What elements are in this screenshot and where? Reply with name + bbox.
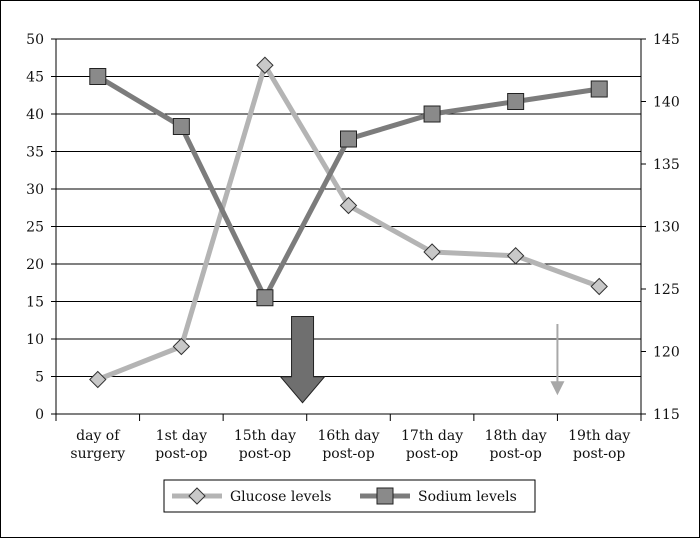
y-left-tick-label: 45 (26, 70, 44, 86)
sodium-point (257, 290, 273, 306)
x-category-label-line: 19th day (568, 428, 630, 444)
x-category-label: 17th day post-op (401, 428, 463, 462)
y-right-tick-label: 125 (653, 282, 680, 298)
sodium-point (341, 131, 357, 147)
y-left-tick-label: 20 (26, 257, 44, 273)
annotation-layer (281, 317, 565, 403)
sodium-point (591, 81, 607, 97)
sodium-point (90, 69, 106, 85)
x-category-label-line: post-op (322, 446, 374, 462)
x-category-label-line: post-op (573, 446, 625, 462)
y-left-tick-label: 35 (26, 145, 44, 161)
y-right-tick-label: 135 (653, 157, 680, 173)
glucose-line (98, 65, 599, 379)
x-category-label-line: 17th day (401, 428, 463, 444)
x-category-label-line: post-op (406, 446, 458, 462)
y-right-tick-label: 145 (653, 32, 680, 48)
y-left-tick-label: 25 (26, 220, 44, 236)
y-right-tick-label: 140 (653, 95, 680, 111)
y-left-tick-label: 5 (35, 370, 44, 386)
y-left-tick-label: 15 (26, 295, 44, 311)
y-left-tick-label: 10 (26, 332, 44, 348)
x-category-label-line: 16th day (317, 428, 379, 444)
large-down-arrow (281, 317, 325, 403)
x-category-label-line: surgery (70, 446, 125, 462)
x-category-label: 1st day post-op (155, 428, 207, 462)
legend-sodium-label: Sodium levels (418, 489, 517, 505)
y-left-tick-label: 40 (26, 107, 44, 123)
legend: Glucose levels Sodium levels (164, 480, 535, 512)
legend-glucose-label: Glucose levels (230, 489, 332, 505)
y-left-tick-label: 50 (26, 32, 44, 48)
series-layer (90, 57, 607, 387)
x-category-label-line: 18th day (485, 428, 547, 444)
thin-down-arrow-head (550, 381, 564, 395)
glucose-point (591, 279, 607, 295)
x-category-label: 18th day post-op (485, 428, 547, 462)
x-category-label: 16th day post-op (317, 428, 379, 462)
glucose-point (173, 339, 189, 355)
x-category-label-line: 15th day (234, 428, 296, 444)
legend-sodium-marker (377, 488, 393, 504)
x-category-label-line: post-op (155, 446, 207, 462)
y-left-tick-label: 30 (26, 182, 44, 198)
y-right-tick-label: 115 (653, 407, 680, 423)
sodium-point (508, 94, 524, 110)
glucose-point (508, 248, 524, 264)
axis-layer: 0 5 10 15 20 25 30 35 40 45 50 115 120 125 130 135 140 14… (26, 32, 680, 462)
x-category-label: day of surgery (70, 428, 125, 462)
sodium-point (173, 119, 189, 135)
y-left-tick-label: 0 (35, 407, 44, 423)
sodium-point (424, 106, 440, 122)
glucose-point (90, 372, 106, 388)
x-category-label: 15th day post-op (234, 428, 296, 462)
x-category-label: 19th day post-op (568, 428, 630, 462)
y-right-tick-label: 120 (653, 345, 680, 361)
y-right-tick-label: 130 (653, 220, 680, 236)
x-category-label-line: day of (76, 428, 121, 444)
x-category-label-line: 1st day (156, 428, 207, 444)
x-category-label-line: post-op (239, 446, 291, 462)
x-category-label-line: post-op (489, 446, 541, 462)
